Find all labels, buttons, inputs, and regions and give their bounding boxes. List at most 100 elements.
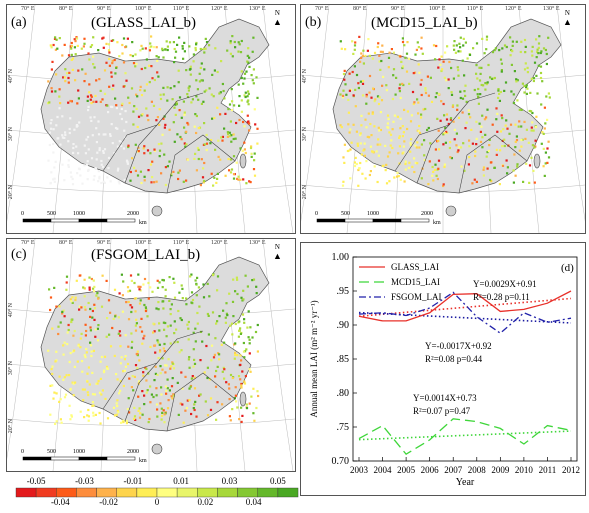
trend-line: [358, 430, 572, 441]
lat-label: 40° N: [8, 69, 14, 84]
colorbar-top-label: 0.05: [269, 476, 286, 486]
regression-stats: R²=0.08 p=0.44: [425, 354, 483, 364]
trend-line: [358, 297, 572, 318]
y-tick-label: 0.70: [332, 456, 350, 467]
y-tick-label: .80: [337, 388, 350, 399]
panel-title: (GLASS_LAI_b): [91, 15, 196, 31]
legend-label: MCD15_LAI: [391, 277, 440, 287]
colorbar-top-label: -0.03: [75, 476, 94, 486]
lon-label: 80° E: [59, 240, 73, 246]
line-chart: 0.70 .75 .80 .85 .90 .95 1.00 2003 2004 2005 2006 2…: [309, 252, 580, 488]
scale-bar: [22, 456, 136, 461]
china-map-glass: [7, 5, 295, 233]
lai-trend-pixels: [47, 35, 259, 187]
china-outline: [40, 256, 270, 432]
lon-label: 120° E: [211, 240, 228, 246]
scale-bar: [22, 218, 136, 223]
lon-label: 110° E: [467, 6, 484, 12]
x-axis-label: Year: [456, 477, 475, 488]
colorbar-swatch: [257, 487, 279, 498]
north-arrow-glyph: ▲: [273, 17, 282, 27]
lon-label: 90° E: [97, 240, 111, 246]
lat-label: 40° N: [8, 303, 14, 318]
north-arrow-icon: N ▲: [273, 243, 282, 261]
lat-label: 40° N: [302, 69, 308, 84]
x-tick-label: 2011: [539, 465, 557, 475]
series-line: [358, 418, 572, 456]
series-line: [358, 291, 572, 335]
china-map-mcd15: [301, 5, 585, 233]
colorbar-swatch: [96, 487, 117, 498]
colorbar-swatch: [116, 487, 138, 498]
colorbar-swatch: [156, 487, 178, 498]
china-outline: [332, 18, 562, 194]
regression-equation: Y=-0.0017X+0.92: [425, 341, 492, 351]
north-arrow-icon: N ▲: [273, 9, 282, 27]
x-tick-label: 2004: [374, 465, 393, 475]
scale-label: 1000: [73, 211, 85, 217]
x-tick-label: 2003: [350, 465, 369, 475]
regression-stats: R²=0.07 p=0.47: [413, 406, 471, 416]
scale-label: 1000: [367, 211, 379, 217]
regression-equation: Y=0.0029X+0.91: [473, 279, 537, 289]
colorbar-bottom-label: 0.04: [245, 497, 262, 507]
lat-label: 30° N: [8, 361, 14, 376]
colorbar-swatch: [197, 487, 218, 498]
colorbar-top-label: -0.05: [26, 476, 46, 486]
regression-stats: R²=0.28 p=0.11: [473, 292, 530, 302]
scale-label: 2000: [127, 211, 139, 217]
x-tick-label: 2007: [444, 465, 463, 475]
lai-trend-pixels: [47, 273, 260, 425]
north-arrow-glyph: ▲: [563, 17, 572, 27]
north-arrow-icon: N ▲: [563, 9, 572, 27]
lon-label: 80° E: [59, 6, 73, 12]
colorbar-legend: -0.05 -0.03 -0.01 0.01 0.03 0.05 -0.04 -0.02 0 0.…: [10, 476, 304, 508]
colorbar-swatch: [217, 487, 238, 498]
lon-label: 120° E: [211, 6, 228, 12]
lon-label: 90° E: [391, 6, 405, 12]
lon-label: 80° E: [353, 6, 367, 12]
lon-label: 70° E: [21, 240, 35, 246]
north-label: N: [564, 9, 570, 17]
lat-label: 20° N: [8, 419, 14, 434]
scale-label: 500: [341, 211, 350, 217]
scale-label: 500: [47, 449, 56, 455]
panel-tag: (c): [11, 247, 27, 262]
x-tick-label: 2008: [468, 465, 487, 475]
lon-label: 110° E: [173, 6, 190, 12]
map-panel-mcd15: (b) (MCD15_LAI_b) 70° E 80° E 90° E 100° E 1…: [300, 4, 586, 234]
colorbar-bottom-label: -0.02: [99, 497, 119, 507]
lon-label: 110° E: [173, 240, 190, 246]
colorbar-swatch: [56, 487, 77, 498]
colorbar-top-label: 0.03: [221, 476, 238, 486]
y-tick-label: .85: [337, 354, 350, 365]
line-chart-panel: 0.70 .75 .80 .85 .90 .95 1.00 2003 2004 2005 2006 2…: [300, 242, 586, 496]
colorbar-bottom-label: -0.04: [50, 497, 70, 507]
scale-label: 2000: [421, 211, 433, 217]
y-tick-label: .90: [337, 320, 350, 331]
y-tick-label: .75: [337, 422, 350, 433]
colorbar-swatch: [237, 487, 258, 498]
lon-label: 130° E: [249, 6, 266, 12]
colorbar-bottom-label: 0: [154, 497, 160, 507]
lon-label: 100° E: [429, 6, 446, 12]
x-tick-label: 2005: [397, 465, 416, 475]
colorbar-top-label: 0.01: [173, 476, 190, 486]
x-tick-label: 2012: [562, 465, 580, 475]
scale-label: 2000: [127, 449, 139, 455]
regression-equation: Y=0.0014X+0.73: [413, 393, 477, 403]
scale-label: 0: [21, 449, 24, 455]
scale-unit: km: [139, 220, 147, 226]
china-map-fsgom: [7, 239, 295, 471]
legend-label: FSGOM_LAI: [391, 292, 442, 302]
scale-bar: [316, 218, 430, 223]
colorbar-swatch: [176, 487, 198, 498]
scale-label: 1000: [73, 449, 85, 455]
y-axis-label: Annual mean LAI (m² m⁻² yr⁻¹): [309, 300, 319, 417]
panel-title: (MCD15_LAI_b): [371, 15, 478, 31]
lat-label: 30° N: [8, 127, 14, 142]
colorbar-swatch: [35, 487, 57, 498]
lat-label: 30° N: [302, 127, 308, 142]
panel-title: (FSGOM_LAI_b): [91, 247, 201, 263]
scale-label: 0: [21, 211, 24, 217]
